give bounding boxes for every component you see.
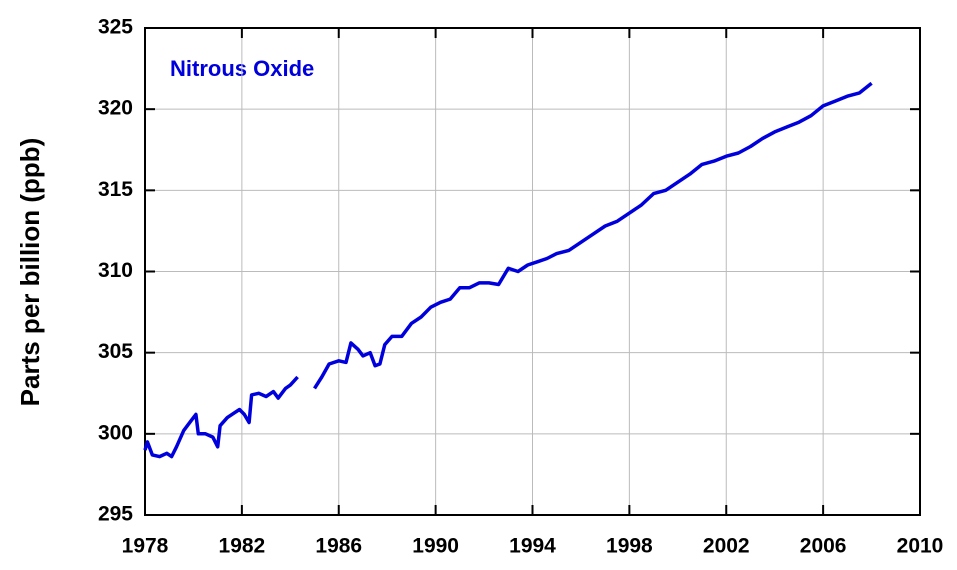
y-axis-label: Parts per billion (ppb) — [15, 138, 45, 407]
plot-frame — [144, 27, 921, 516]
x-tick-label: 1986 — [315, 535, 362, 558]
x-tick-label: 2006 — [800, 535, 847, 558]
x-tick-label: 1990 — [412, 535, 459, 558]
y-tick-label: 300 — [98, 421, 133, 444]
y-tick-label: 295 — [98, 503, 133, 526]
x-tick-label: 2002 — [703, 535, 750, 558]
y-tick-label: 315 — [98, 178, 133, 201]
x-tick-label: 1978 — [122, 535, 169, 558]
x-tick-label: 1998 — [606, 535, 653, 558]
data-line — [143, 81, 873, 459]
x-tick-label: 1994 — [509, 535, 556, 558]
y-tick-label: 310 — [98, 259, 133, 282]
y-tick-label: 320 — [98, 97, 133, 120]
y-tick-label: 325 — [98, 16, 133, 39]
x-tick-label: 1982 — [219, 535, 266, 558]
x-tick-label: 2010 — [897, 535, 944, 558]
y-tick-label: 305 — [98, 340, 133, 363]
